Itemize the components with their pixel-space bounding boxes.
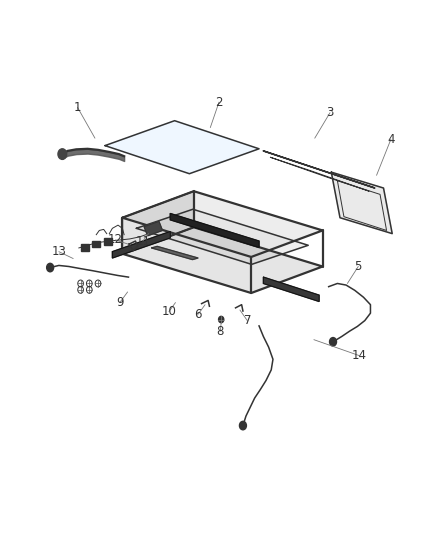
Text: 8: 8 (217, 325, 224, 338)
Polygon shape (152, 246, 198, 260)
Text: 4: 4 (387, 133, 395, 146)
Text: 1: 1 (74, 101, 81, 114)
Text: 10: 10 (162, 305, 177, 318)
Bar (81, 244, 89, 251)
Text: 9: 9 (116, 296, 124, 309)
Circle shape (47, 263, 53, 272)
Polygon shape (331, 172, 392, 233)
Text: 14: 14 (352, 349, 367, 362)
Bar (104, 238, 112, 245)
Text: 6: 6 (194, 308, 202, 321)
Text: 5: 5 (355, 260, 362, 273)
Text: 13: 13 (51, 245, 66, 258)
Polygon shape (122, 191, 194, 254)
Polygon shape (170, 214, 259, 247)
Text: 3: 3 (326, 106, 334, 119)
Bar (92, 240, 100, 247)
Text: 2: 2 (215, 95, 223, 109)
Text: 7: 7 (244, 314, 251, 327)
Polygon shape (122, 191, 322, 257)
Polygon shape (263, 277, 319, 302)
Circle shape (219, 317, 224, 322)
Polygon shape (105, 120, 259, 174)
Text: 12: 12 (108, 233, 123, 246)
Circle shape (329, 337, 336, 346)
Polygon shape (122, 227, 322, 293)
Circle shape (58, 149, 67, 159)
Circle shape (240, 421, 247, 430)
Polygon shape (113, 231, 170, 258)
Text: 11: 11 (135, 235, 150, 247)
Polygon shape (144, 221, 162, 236)
Polygon shape (136, 209, 308, 264)
